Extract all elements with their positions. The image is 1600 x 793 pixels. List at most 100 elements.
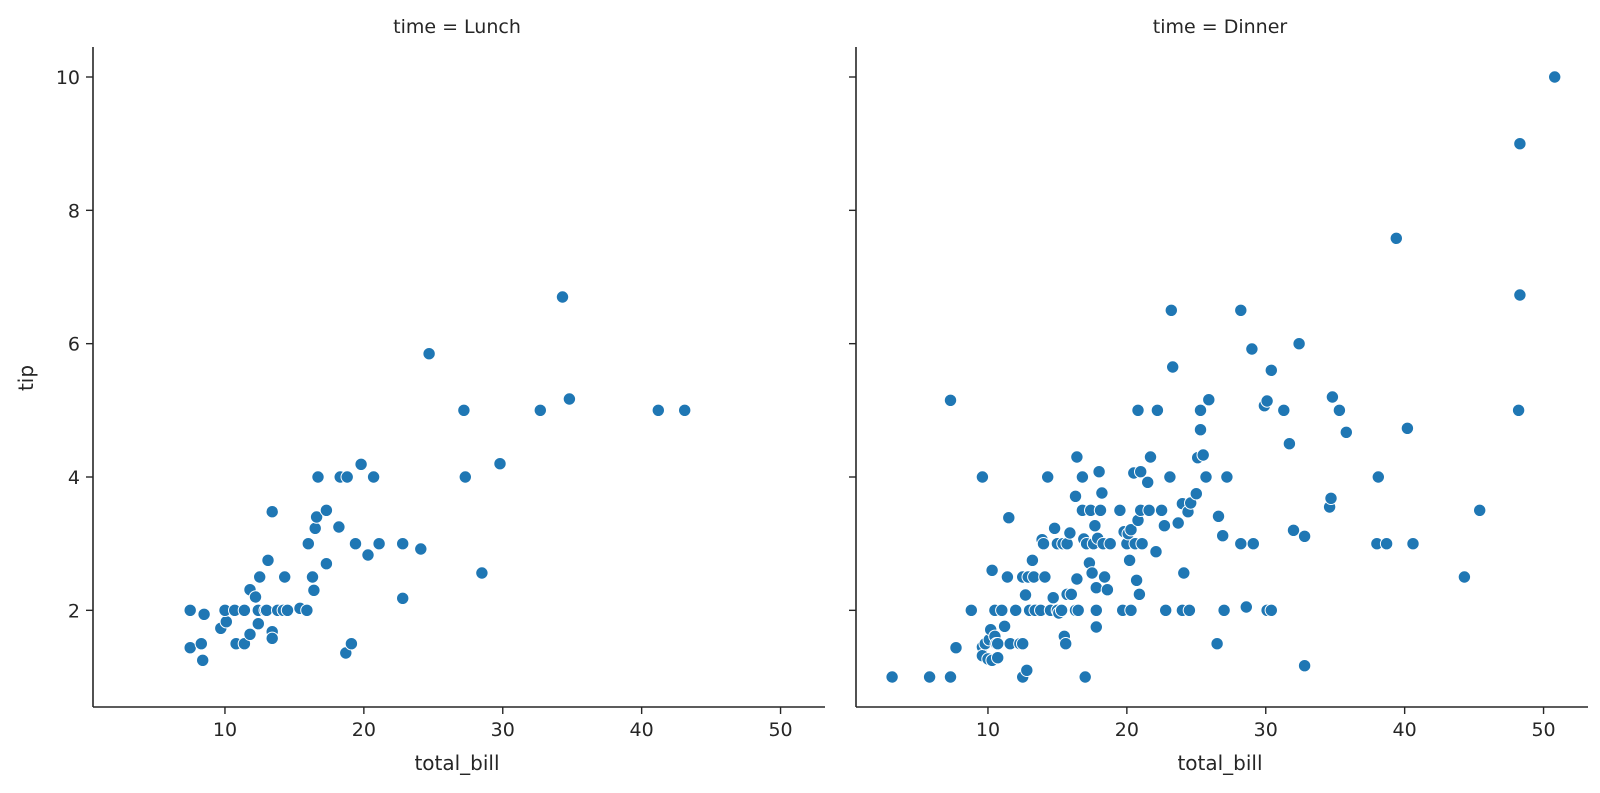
scatter-point-dinner xyxy=(1054,603,1069,617)
scatter-point-dinner xyxy=(1548,70,1562,84)
scatter-point-dinner xyxy=(1216,529,1230,543)
scatter-point-dinner xyxy=(1292,337,1306,351)
scatter-point-dinner xyxy=(1159,603,1173,617)
scatter-point-dinner xyxy=(1047,521,1062,535)
scatter-point-dinner xyxy=(885,670,899,684)
scatter-point-dinner xyxy=(1046,591,1060,605)
x-tick-label: 20 xyxy=(352,719,376,741)
scatter-point-lunch xyxy=(183,603,197,617)
scatter-point-lunch xyxy=(219,615,234,629)
scatter-point-dinner xyxy=(1234,303,1248,317)
scatter-point-dinner xyxy=(1071,603,1085,617)
scatter-point-dinner xyxy=(1085,566,1099,580)
scatter-point-dinner xyxy=(1171,516,1185,530)
scatter-point-lunch xyxy=(307,583,321,597)
scatter-point-dinner xyxy=(1041,470,1055,484)
scatter-point-lunch xyxy=(422,347,436,361)
scatter-point-dinner xyxy=(1100,583,1115,597)
scatter-point-dinner xyxy=(1113,503,1127,517)
scatter-point-dinner xyxy=(1400,421,1415,435)
scatter-point-dinner xyxy=(975,470,990,484)
scatter-point-dinner xyxy=(991,637,1005,651)
scatter-point-dinner xyxy=(1131,403,1145,417)
y-tick-label: 4 xyxy=(68,467,80,489)
scatter-point-dinner xyxy=(1154,503,1169,517)
scatter-point-dinner xyxy=(1282,437,1297,451)
scatter-point-dinner xyxy=(1059,637,1073,651)
scatter-point-dinner xyxy=(1092,465,1106,479)
scatter-point-lunch xyxy=(259,603,274,617)
scatter-point-lunch xyxy=(396,537,410,551)
scatter-point-lunch xyxy=(265,505,279,519)
scatter-point-dinner xyxy=(1513,137,1527,151)
scatter-point-lunch xyxy=(319,503,334,517)
scatter-point-dinner xyxy=(1000,570,1015,584)
scatter-point-lunch xyxy=(555,290,570,304)
scatter-point-dinner xyxy=(1089,620,1104,634)
scatter-point-dinner xyxy=(1457,570,1472,584)
scatter-point-dinner xyxy=(1196,448,1210,462)
x-axis-label: total_bill xyxy=(1177,751,1262,775)
scatter-point-lunch xyxy=(243,627,257,641)
scatter-point-dinner xyxy=(1020,663,1034,677)
scatter-point-dinner xyxy=(1239,600,1254,614)
scatter-point-lunch xyxy=(361,548,375,562)
y-axis-label: tip xyxy=(14,365,38,391)
scatter-point-dinner xyxy=(964,603,978,617)
scatter-point-lunch xyxy=(493,457,507,471)
facet-title-lunch: time = Lunch xyxy=(393,16,521,38)
scatter-point-dinner xyxy=(1064,587,1079,601)
scatter-point-dinner xyxy=(1202,393,1216,407)
scatter-point-dinner xyxy=(1135,537,1149,551)
scatter-point-dinner xyxy=(1297,529,1312,543)
scatter-point-dinner xyxy=(1260,394,1274,408)
scatter-point-dinner xyxy=(1009,603,1023,617)
scatter-point-dinner xyxy=(995,603,1009,617)
scatter-point-dinner xyxy=(1124,523,1138,537)
scatter-point-lunch xyxy=(194,637,209,651)
facet-title-dinner: time = Dinner xyxy=(1153,16,1288,38)
scatter-point-dinner xyxy=(1149,545,1163,559)
y-tick-label: 8 xyxy=(68,200,80,222)
scatter-point-dinner xyxy=(1286,523,1301,537)
scatter-point-lunch xyxy=(309,510,324,524)
x-tick-label: 40 xyxy=(1393,719,1417,741)
scatter-point-dinner xyxy=(1129,573,1144,587)
scatter-point-dinner xyxy=(1068,489,1083,503)
scatter-point-lunch xyxy=(261,553,275,567)
x-tick-label: 10 xyxy=(976,719,1000,741)
scatter-point-dinner xyxy=(1189,487,1204,501)
scatter-point-dinner xyxy=(1122,553,1137,567)
scatter-point-dinner xyxy=(1027,570,1041,584)
scatter-points-lunch xyxy=(183,290,692,667)
y-tick-label: 10 xyxy=(56,67,80,89)
scatter-point-dinner xyxy=(1182,603,1197,617)
scatter-point-dinner xyxy=(1513,288,1527,302)
scatter-point-dinner xyxy=(1150,403,1165,417)
scatter-point-dinner xyxy=(1002,511,1016,525)
scatter-point-lunch xyxy=(354,457,368,471)
x-tick-label: 20 xyxy=(1115,719,1139,741)
x-axis-ticks: 10 20 30 40 50 xyxy=(976,707,1556,741)
scatter-point-dinner xyxy=(1103,537,1117,551)
scatter-point-lunch xyxy=(458,470,472,484)
scatter-point-lunch xyxy=(651,403,665,417)
x-tick-label: 50 xyxy=(1531,719,1555,741)
x-tick-label: 10 xyxy=(213,719,237,741)
scatter-point-dinner xyxy=(1264,363,1279,377)
x-tick-label: 40 xyxy=(630,719,654,741)
scatter-point-lunch xyxy=(248,590,263,604)
scatter-point-dinner xyxy=(1193,403,1208,417)
scatter-point-dinner xyxy=(1220,470,1234,484)
scatter-point-dinner xyxy=(1018,588,1033,602)
scatter-point-lunch xyxy=(475,566,489,580)
scatter-point-dinner xyxy=(1093,503,1108,517)
scatter-point-dinner xyxy=(985,563,999,577)
scatter-point-dinner xyxy=(1097,570,1112,584)
scatter-point-lunch xyxy=(197,607,211,621)
scatter-point-dinner xyxy=(1070,450,1084,464)
scatter-point-dinner xyxy=(1406,537,1420,551)
scatter-point-dinner xyxy=(1210,637,1224,651)
scatter-point-dinner xyxy=(1277,403,1291,417)
